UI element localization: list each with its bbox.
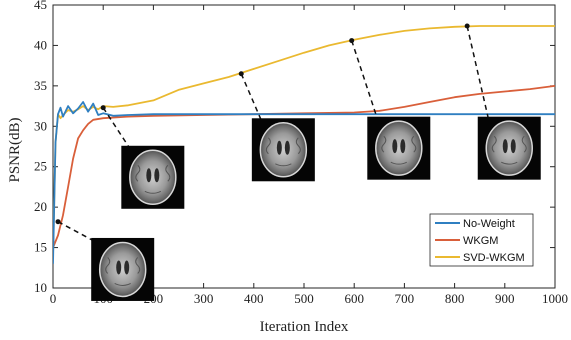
y-tick-label: 30 xyxy=(34,118,47,133)
scan-ventricle-right xyxy=(510,139,516,154)
y-tick-label: 40 xyxy=(34,37,47,52)
scan-skull xyxy=(375,120,423,176)
scan-skull xyxy=(98,241,147,298)
annotation-point xyxy=(349,38,355,44)
brain-scan-thumbnail xyxy=(121,145,185,209)
annotation-point xyxy=(464,23,470,29)
x-tick-label: 600 xyxy=(344,291,364,306)
annotation-point xyxy=(238,71,244,77)
x-tick-label: 1000 xyxy=(542,291,568,306)
scan-skull xyxy=(485,120,533,176)
legend: No-Weight WKGM SVD-WKGM xyxy=(429,213,534,267)
x-tick-label: 800 xyxy=(445,291,465,306)
y-tick-label: 15 xyxy=(34,240,47,255)
scan-ventricle-left xyxy=(392,139,398,154)
scan-ventricle-right xyxy=(400,139,406,154)
scan-sulci xyxy=(381,135,417,165)
x-tick-label: 500 xyxy=(294,291,314,306)
y-tick-label: 35 xyxy=(34,78,47,93)
scan-ventricle-left xyxy=(502,139,508,154)
annotation-leader xyxy=(350,40,381,125)
annotation-leader xyxy=(466,25,491,125)
x-tick-label: 900 xyxy=(495,291,515,306)
scan-ventricle-right xyxy=(154,168,160,183)
scan-sulci xyxy=(135,164,171,194)
scan-sulci xyxy=(265,137,301,167)
x-tick-label: 400 xyxy=(244,291,264,306)
scan-sulci xyxy=(491,135,527,165)
brain-scan-thumbnail xyxy=(477,116,541,180)
legend-label-no-weight: No-Weight xyxy=(463,218,515,230)
scan-ventricle-left xyxy=(146,168,152,183)
annotation-point xyxy=(100,105,106,111)
annotation-leader xyxy=(240,73,265,127)
scan-ventricle-right xyxy=(124,260,130,275)
x-axis-label: Iteration Index xyxy=(260,319,349,335)
scan-skull xyxy=(259,122,308,178)
scan-ventricle-right xyxy=(284,140,290,155)
legend-label-wkgm: WKGM xyxy=(463,235,498,247)
series-line-wkgm xyxy=(53,85,555,248)
y-tick-label: 25 xyxy=(34,159,47,174)
y-tick-label: 45 xyxy=(34,0,47,12)
x-tick-label: 300 xyxy=(194,291,214,306)
x-tick-label: 700 xyxy=(395,291,415,306)
annotation-point xyxy=(55,219,61,225)
scan-ventricle-left xyxy=(116,260,122,275)
x-tick-label: 0 xyxy=(50,291,57,306)
scan-skull xyxy=(129,149,177,206)
legend-label-svd-wkgm: SVD-WKGM xyxy=(463,252,525,264)
y-tick-label: 20 xyxy=(34,199,47,214)
brain-scan-thumbnail xyxy=(367,116,431,180)
brain-scan-thumbnail xyxy=(251,118,315,182)
series-line-svd-wkgm xyxy=(53,25,555,256)
y-axis-label: PSNR(dB) xyxy=(7,117,23,182)
series-line-no-weight xyxy=(53,101,555,264)
y-tick-label: 10 xyxy=(34,280,47,295)
scan-sulci xyxy=(105,257,141,286)
scan-ventricle-left xyxy=(276,140,282,155)
brain-scan-thumbnail xyxy=(91,237,155,301)
